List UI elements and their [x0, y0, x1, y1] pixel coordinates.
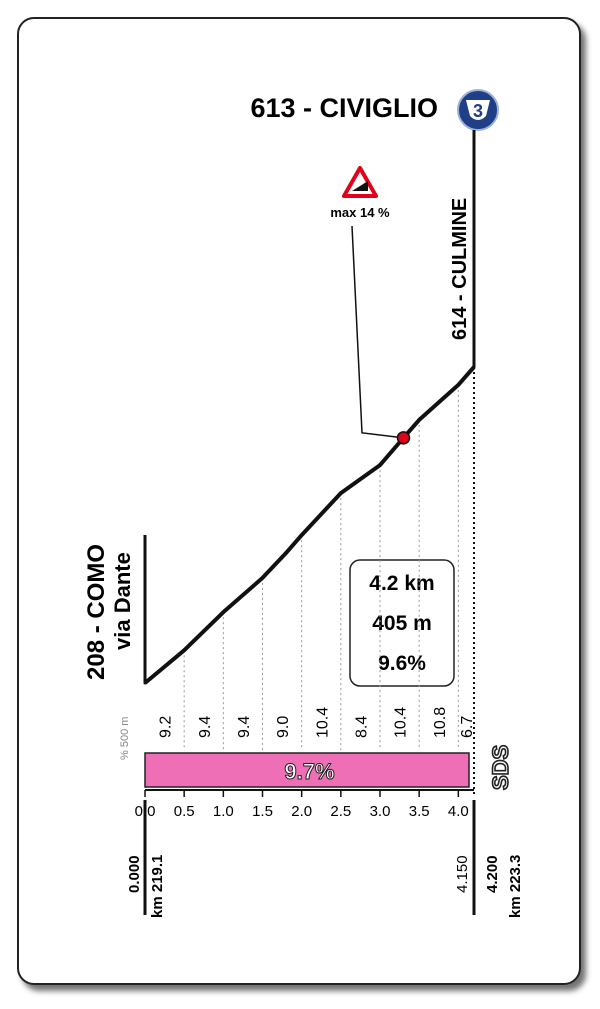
gradient-unit: % 500 m: [119, 717, 131, 760]
profile-point: [417, 418, 421, 422]
max-pointer: [351, 225, 404, 439]
profile-point: [221, 610, 225, 614]
gradient-label: 10.4: [314, 707, 331, 738]
summary-distance: 4.2 km: [369, 572, 434, 595]
gradient-label: 10.4: [393, 707, 410, 738]
gradient-label: 10.8: [432, 707, 449, 738]
summit-distance: 4.150: [454, 855, 471, 893]
x-tick-label: 2.5: [330, 803, 351, 820]
end-km: km 223.3: [507, 855, 524, 918]
profile-point: [284, 551, 288, 555]
profile-point: [300, 533, 304, 537]
gradient-label: 9.0: [275, 716, 292, 738]
logo: SDS: [488, 745, 513, 790]
start-distance: 0.000: [126, 855, 143, 893]
start-sublabel: via Dante: [110, 552, 135, 650]
gradient-label: 9.2: [158, 716, 175, 738]
x-tick-label: 0.0: [135, 803, 156, 820]
gradient-label: 6.7: [459, 716, 476, 738]
x-tick-label: 0.5: [174, 803, 195, 820]
max-marker: max 14 %: [330, 166, 390, 220]
profile-point: [182, 648, 186, 652]
max-point: [396, 431, 411, 445]
gradient-label: 9.4: [197, 716, 214, 738]
start-label: 208 - COMO: [83, 544, 110, 680]
badge-number: 3: [473, 101, 483, 121]
end-distance: 4.200: [484, 855, 501, 893]
summary-gain: 405 m: [372, 612, 432, 635]
x-tick-label: 1.0: [213, 803, 234, 820]
summit-label: 614 - CULMINE: [449, 198, 471, 340]
profile-point: [456, 383, 460, 387]
profile-point: [378, 463, 382, 467]
stage-badge: 3: [457, 89, 499, 131]
summary-gradient: 9.6%: [378, 652, 426, 675]
x-tick-label: 4.0: [448, 803, 469, 820]
profile-line: [143, 365, 476, 685]
x-tick-label: 2.0: [291, 803, 312, 820]
gradient-label: 9.4: [236, 716, 253, 738]
profile-point: [339, 491, 343, 495]
gradient-label: 8.4: [353, 716, 370, 738]
x-tick-label: 3.0: [370, 803, 391, 820]
profile-point: [472, 365, 476, 369]
average-label: 9.7%: [284, 759, 334, 784]
x-tick-label: 3.5: [409, 803, 430, 820]
x-tick-label: 1.5: [252, 803, 273, 820]
chart-title: 613 - CIVIGLIO: [250, 93, 438, 123]
profile-point: [261, 576, 264, 580]
card: [17, 17, 581, 985]
summary-box: 4.2 km 405 m 9.6%: [349, 559, 455, 687]
average-band: [144, 752, 470, 788]
start-km: km 219.1: [149, 855, 166, 918]
profile-point: [143, 681, 147, 685]
max-gradient-label: max 14 %: [330, 205, 390, 220]
